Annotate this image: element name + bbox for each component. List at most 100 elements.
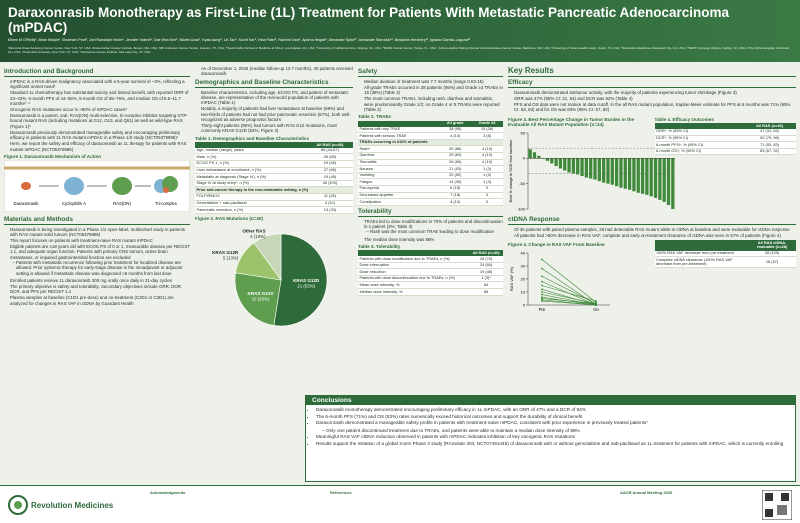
table-cell: 6-month OS†, % (95% CI) bbox=[654, 148, 744, 156]
point bbox=[541, 293, 543, 296]
table-cell: 19 (48) bbox=[306, 160, 353, 168]
section-heading: Demographics and Baseline Characteristic… bbox=[195, 79, 353, 88]
patient-line bbox=[541, 291, 597, 304]
section-heading: Tolerability bbox=[358, 208, 503, 217]
bullet: As of December 1, 2025 (median follow-up… bbox=[201, 66, 353, 77]
bullet-text: Daraxonrasib demonstrated a manageable s… bbox=[316, 420, 649, 425]
section-heading: Introduction and Background bbox=[4, 68, 190, 77]
caption: Figure 2. RAS Mutations (n=40) bbox=[195, 215, 264, 221]
bullet: The primary objective is safety and tole… bbox=[10, 284, 190, 295]
sub-list: Patients with metastatic recurrence foll… bbox=[10, 260, 190, 276]
table-cell: Liver metastases at enrollment, n (%) bbox=[195, 167, 307, 175]
point bbox=[541, 280, 543, 283]
bullet-list: As of December 1, 2025 (median follow-up… bbox=[195, 66, 353, 77]
shape bbox=[21, 182, 31, 191]
bar bbox=[571, 157, 576, 174]
table-cell: Constipation bbox=[358, 198, 440, 206]
bar bbox=[610, 157, 614, 185]
table-row: 6-month OS†, % (95% CI) 83 (67, 92) bbox=[654, 148, 796, 156]
table-cell: 0 bbox=[471, 198, 503, 206]
table-cell: Complete ctDNA clearance (100% RAS VAF d… bbox=[654, 256, 749, 269]
column: Safety Median duration of treatment was 7… bbox=[358, 66, 503, 392]
table-cell: 20 (50) bbox=[439, 172, 472, 180]
header-cell bbox=[654, 123, 744, 129]
section-heading: Materials and Methods bbox=[4, 216, 190, 225]
header-cell: All RAS (n=40) bbox=[306, 142, 353, 148]
table-row: DCR*, % (95% CI) 92 (79, 98) bbox=[654, 135, 796, 143]
table-cell: 14 (35) bbox=[439, 178, 472, 186]
table-cell: FOLFIRINOX bbox=[195, 193, 307, 201]
table-row: Liver metastases at enrollment, n (%) 27 … bbox=[195, 167, 353, 175]
bullet-list: mPDAC is a RAS-driven malignancy associa… bbox=[4, 79, 190, 152]
bullet: TRAEs led to dose modifications in 70% o… bbox=[364, 219, 503, 235]
header-cell: Grade ≥3 bbox=[471, 121, 503, 127]
bar bbox=[558, 157, 563, 169]
qr-code bbox=[762, 490, 792, 520]
bullet-list: Daraxonrasib demonstrated antitumor acti… bbox=[508, 90, 796, 113]
table-row: Dose reduction 19 (48) bbox=[358, 268, 503, 276]
table-row: Dose interruption 24 (60) bbox=[358, 262, 503, 270]
patient-line bbox=[541, 293, 597, 305]
table-cell: Pancreatic resection, n (%) bbox=[195, 206, 307, 214]
table-cell: 1 (3)* bbox=[469, 275, 503, 283]
section-heading: Efficacy bbox=[508, 79, 796, 88]
table-cell: 71 (53, 83) bbox=[743, 141, 796, 149]
bar bbox=[636, 157, 640, 193]
table-row: Stomatitis 26 (65) 4 (10) bbox=[358, 159, 503, 167]
caption: Table 1. Demographics and Baseline Chara… bbox=[195, 135, 310, 141]
bullet: Daraxonrasib demonstrated antitumor acti… bbox=[514, 90, 796, 95]
point bbox=[595, 301, 597, 303]
bar bbox=[537, 155, 541, 158]
header-cell bbox=[195, 141, 307, 148]
header-cell bbox=[358, 250, 470, 257]
point bbox=[541, 297, 543, 300]
bullet: ORR was 47% (95% CI: 31, 64) and DCR was… bbox=[514, 96, 796, 101]
table-row: Complete ctDNA clearance (100% RAS VAF d… bbox=[654, 256, 796, 269]
table-cell: 66 (44-87) bbox=[306, 147, 353, 155]
y-tick-label: -100 bbox=[517, 206, 526, 211]
key-results-title: Key Results bbox=[508, 66, 796, 77]
point bbox=[541, 284, 543, 287]
bar bbox=[623, 157, 627, 189]
table-cell: 4 (10) bbox=[471, 159, 503, 167]
x-tick-label: Pre bbox=[539, 307, 546, 312]
sub-list: Rash was the most common TRAE leading to… bbox=[364, 229, 503, 234]
table-cell: 3 (8) bbox=[471, 132, 503, 140]
table-row: ECOG PS 1, n (%) 19 (48) bbox=[195, 160, 353, 168]
qr-block bbox=[777, 505, 787, 515]
bullet: Notably, a majority of patients had live… bbox=[201, 106, 353, 122]
table-cell: 1 (3) bbox=[471, 178, 503, 186]
table-cell: 11 (28) bbox=[306, 193, 353, 201]
caption: Table 3. Tolerability bbox=[358, 243, 401, 249]
table-row: Mean dose intensity, % 84 bbox=[358, 281, 503, 290]
table-row: Pancreatic resection, n (%) 13 (33) bbox=[195, 206, 353, 214]
table-cell: Patients with any TRAE bbox=[358, 126, 440, 134]
table-row: Stage IV at study entry*, n (%) 40 (100) bbox=[195, 180, 353, 188]
table-row: Paronychia 6 (15) 0 bbox=[358, 185, 503, 193]
table-cell: 26 (65) bbox=[439, 159, 472, 167]
table-row: Prior anti-cancer therapy in the non-met… bbox=[195, 186, 353, 194]
table-cell: 21 (53) bbox=[439, 165, 472, 173]
bar bbox=[640, 157, 645, 194]
table-row: Patients with serious TRAE 4 (10) 3 (8) bbox=[358, 132, 503, 140]
table-cell: Patients with dose discontinuation due t… bbox=[358, 275, 470, 283]
bullet: Daraxonrasib monotherapy demonstrated en… bbox=[316, 407, 789, 413]
slice-label: KRAS G12R bbox=[212, 250, 239, 255]
table-cell: ECOG PS 1, n (%) bbox=[195, 160, 307, 168]
data-table: All RAS ctDNA-evaluable (n=28) >50% RAS V… bbox=[654, 240, 796, 269]
logo-mark bbox=[14, 501, 22, 509]
table-row: FOLFIRINOX 11 (28) bbox=[195, 193, 353, 201]
line-chart: 0 10 20 30 40 RAS VAF (%) Pre On bbox=[509, 250, 610, 312]
bar bbox=[584, 157, 589, 178]
slice-label: KRAS G12V bbox=[248, 291, 275, 296]
bullet-list: Of 36 patients with paired plasma sample… bbox=[508, 227, 796, 238]
slice-label: Other RAS bbox=[242, 229, 265, 234]
bar bbox=[563, 157, 567, 171]
qr-block bbox=[765, 509, 773, 517]
table-cell: 38 (95) bbox=[439, 126, 472, 134]
point bbox=[541, 258, 543, 261]
bullet: Median duration of treatment was 7.7 mon… bbox=[364, 79, 503, 84]
bar bbox=[593, 157, 597, 180]
table-cell: 40 (100) bbox=[306, 180, 353, 188]
